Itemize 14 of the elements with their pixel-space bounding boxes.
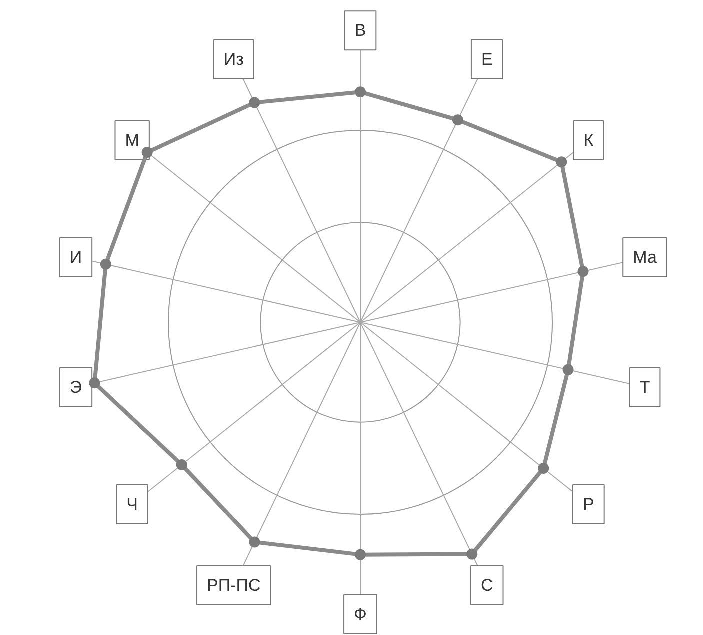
spoke-label: Т [640, 378, 650, 397]
spoke-label: Э [70, 378, 82, 397]
spoke-label: Е [481, 50, 493, 70]
spoke-label: Ч [126, 494, 138, 514]
spoke-label: Ма [633, 248, 658, 268]
spoke-label: В [354, 21, 366, 40]
spoke-label: РП-ПС [207, 576, 261, 595]
spoke-label: К [584, 131, 594, 150]
spoke-label: Р [583, 494, 594, 514]
spoke-label: Ф [354, 604, 367, 624]
spoke-label: Из [224, 50, 244, 70]
spoke-label: М [125, 131, 140, 150]
spoke-label: И [70, 248, 82, 268]
spoke-label: С [480, 576, 494, 595]
